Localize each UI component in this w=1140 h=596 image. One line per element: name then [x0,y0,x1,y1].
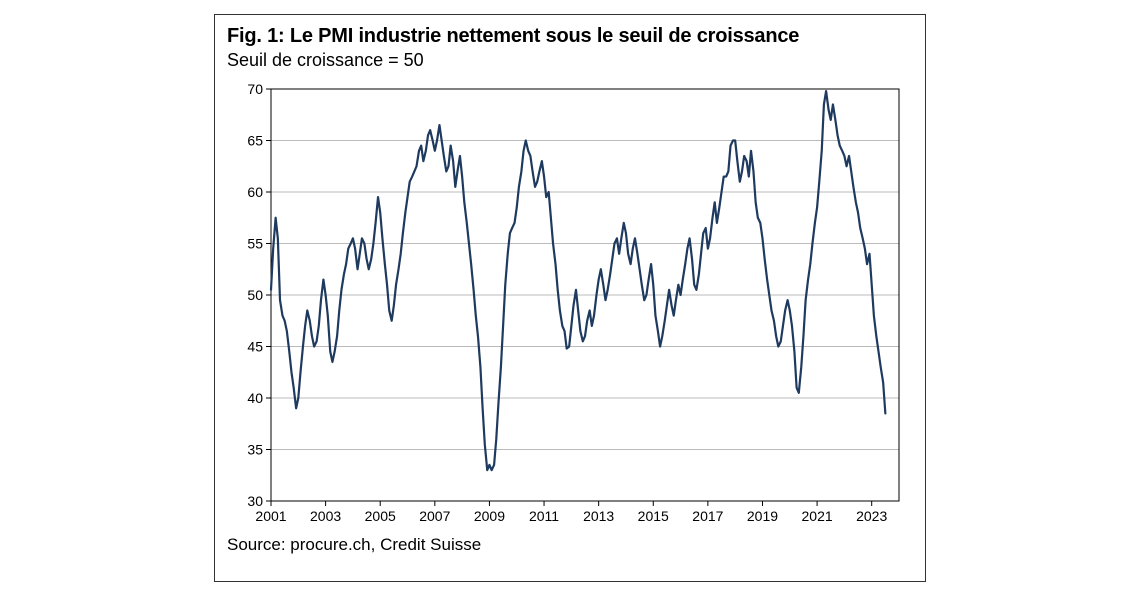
figure-container: Fig. 1: Le PMI industrie nettement sous … [214,14,926,582]
svg-text:60: 60 [247,184,263,200]
svg-text:2011: 2011 [529,508,559,524]
svg-text:2007: 2007 [419,508,450,524]
svg-text:2013: 2013 [583,508,614,524]
svg-text:45: 45 [247,339,263,355]
line-chart: 30 35 40 45 50 55 60 65 70 2001 2003 2005 2007 2009 20… [227,79,915,529]
chart-area: 30 35 40 45 50 55 60 65 70 2001 2003 2005 2007 2009 20… [227,79,913,529]
svg-text:70: 70 [247,81,263,97]
svg-text:2009: 2009 [474,508,505,524]
svg-text:2019: 2019 [747,508,778,524]
svg-text:2021: 2021 [802,508,833,524]
svg-text:2001: 2001 [255,508,286,524]
svg-text:30: 30 [247,493,263,509]
svg-text:35: 35 [247,442,263,458]
svg-text:2003: 2003 [310,508,341,524]
svg-text:2005: 2005 [365,508,396,524]
svg-text:2017: 2017 [692,508,723,524]
svg-text:40: 40 [247,390,263,406]
figure-source: Source: procure.ch, Credit Suisse [227,535,913,555]
svg-text:50: 50 [247,287,263,303]
svg-text:2023: 2023 [856,508,887,524]
svg-text:65: 65 [247,133,263,149]
figure-title: Fig. 1: Le PMI industrie nettement sous … [227,25,913,48]
svg-text:2015: 2015 [638,508,669,524]
svg-text:55: 55 [247,236,263,252]
figure-subtitle: Seuil de croissance = 50 [227,50,913,71]
